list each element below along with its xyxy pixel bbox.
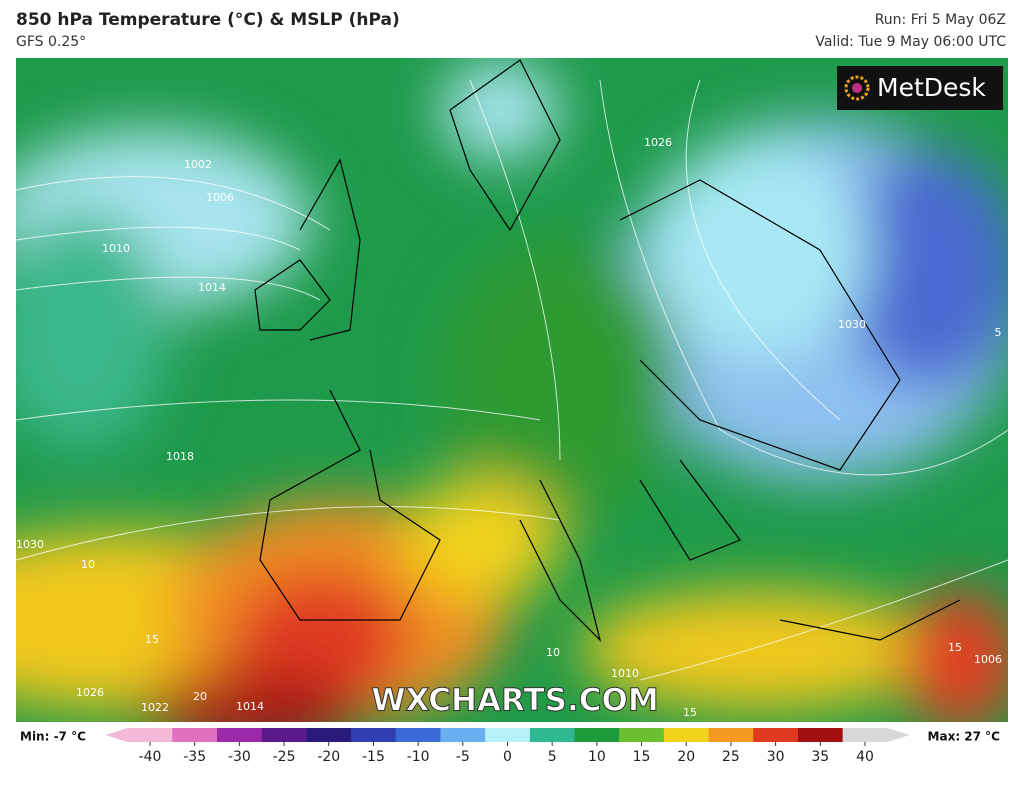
title: 850 hPa Temperature (°C) & MSLP (hPa)	[16, 10, 400, 30]
colorbar-tick-label: -25	[273, 749, 296, 765]
colorbar-tick-label: 40	[856, 749, 874, 765]
colorbar-swatch	[485, 728, 531, 742]
colorbar-swatch	[663, 728, 710, 742]
colorbar-end	[105, 728, 128, 742]
isobar-label: 1014	[198, 281, 226, 294]
logo-box	[837, 66, 1003, 110]
colorbar-swatch	[440, 728, 486, 742]
colorbar-swatch	[217, 728, 263, 742]
isobar-label: 15	[948, 641, 962, 654]
colorbar-tick-label: 5	[548, 749, 557, 765]
colorbar-swatch	[797, 728, 844, 742]
colorbar-swatch	[753, 728, 799, 742]
valid: Valid: Tue 9 May 06:00 UTC	[815, 34, 1006, 50]
colorbar-tick-label: -30	[228, 749, 251, 765]
isobar-label: 1030	[16, 538, 44, 551]
map: 1006 1010 1014 1018 1022 1026 1030 1026 …	[16, 58, 1008, 722]
isobar-label: 1026	[644, 136, 672, 149]
max-label: Max: 27 °C	[928, 730, 1001, 744]
isobar-label: 1002	[184, 158, 212, 171]
colorbar-swatch	[708, 728, 754, 742]
colorbar-tick-label: -10	[407, 749, 430, 765]
colorbar-swatch	[619, 728, 665, 742]
colorbar-swatch	[351, 728, 397, 742]
colorbar-tick-label: 25	[722, 749, 740, 765]
isobar-label: 15	[683, 706, 697, 719]
isobar-label: 1014	[236, 700, 264, 713]
isobar-label: 1022	[141, 701, 169, 714]
isobar-label: 10	[546, 646, 560, 659]
colorbar-swatch	[529, 728, 576, 742]
isobar-label: 1010	[611, 667, 639, 680]
isobar-label: 15	[145, 633, 159, 646]
colorbar-tick-label: 15	[633, 749, 651, 765]
isobar-label: 1018	[166, 450, 194, 463]
run: Run: Fri 5 May 06Z	[875, 12, 1006, 28]
colorbar: -40 -35 -30 -25 -20 -15 -10 -5 0 5 10 15 20 25 30 35 40	[105, 728, 910, 765]
colorbar-swatch	[574, 728, 620, 742]
colorbar-tick-label: -35	[183, 749, 206, 765]
isobar-label: 1006	[974, 653, 1002, 666]
colorbar-tick-label: 20	[677, 749, 695, 765]
isobar-label: 1006	[206, 191, 234, 204]
colorbar-swatch	[395, 728, 441, 742]
min-label: Min: -7 °C	[20, 730, 86, 744]
colorbar-swatch	[127, 728, 173, 742]
colorbar-swatch	[842, 728, 888, 742]
isobar-label: 1010	[102, 242, 130, 255]
isobar-label: 1026	[76, 686, 104, 699]
watermark: WXCHARTS.COM	[371, 683, 658, 719]
colorbar-tick-label: -40	[139, 749, 162, 765]
logo-text: MetDesk	[877, 73, 986, 102]
isobar-label: 1030	[838, 318, 866, 331]
isobar-label: 5	[995, 326, 1002, 339]
colorbar-tick-label: -20	[317, 749, 340, 765]
colorbar-tick-label: 10	[588, 749, 606, 765]
logo-icon	[844, 75, 870, 101]
isobar-label: 10	[81, 558, 95, 571]
colorbar-tick-label: -5	[456, 749, 470, 765]
colorbar-tick-label: 35	[811, 749, 829, 765]
colorbar-swatch	[306, 728, 352, 742]
colorbar-tick-label: 0	[503, 749, 512, 765]
colorbar-swatch	[172, 728, 218, 742]
colorbar-swatch	[261, 728, 307, 742]
colorbar-tick-label: 30	[767, 749, 785, 765]
colorbar-end	[887, 728, 910, 742]
colorbar-tick-label: -15	[362, 749, 385, 765]
isobar-label: 20	[193, 690, 207, 703]
model: GFS 0.25°	[16, 34, 86, 50]
